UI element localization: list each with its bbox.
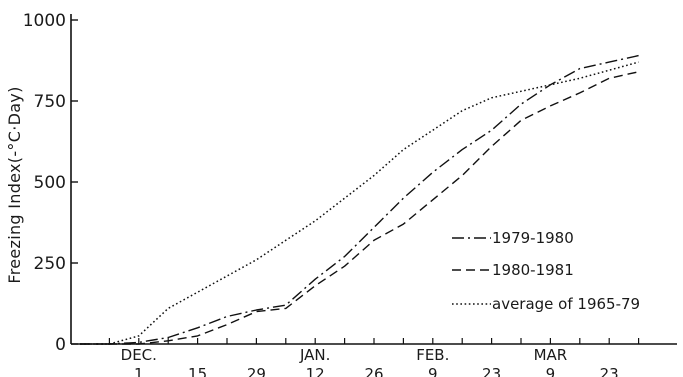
x-day-label: 23: [600, 365, 619, 377]
y-tick-label: 1000: [23, 11, 66, 31]
legend-label-1: 1979-1980: [492, 229, 574, 247]
series-line-2: [80, 71, 639, 345]
x-day-label: 23: [482, 365, 501, 377]
x-day-label: 9: [428, 365, 438, 377]
legend-label-3: average of 1965-79: [492, 295, 640, 313]
series-layer: [80, 54, 639, 345]
x-day-label: 9: [546, 365, 556, 377]
x-day-label: 26: [364, 365, 383, 377]
x-month-label: MAR: [534, 346, 568, 364]
y-axis-title: Freezing Index(-°C·Day): [5, 86, 24, 283]
y-tick-label: 250: [34, 254, 66, 274]
y-tick-label: 0: [55, 335, 66, 355]
x-month-label: JAN.: [299, 346, 330, 364]
legend-label-2: 1980-1981: [492, 261, 574, 279]
legend: 1979-1980 1980-1981 average of 1965-79: [452, 229, 640, 313]
series-line-1: [80, 54, 639, 345]
axes: 0 250 500 750 1000 DEC. JAN. FEB. MAR 1 15 29 12 26 9 2…: [23, 11, 677, 377]
series-line-3: [80, 61, 639, 345]
x-day-label: 1: [134, 365, 144, 377]
x-day-label: 29: [247, 365, 266, 377]
x-day-label: 15: [188, 365, 207, 377]
x-month-label: DEC.: [121, 346, 157, 364]
y-tick-label: 500: [34, 173, 66, 193]
x-day-label: 12: [306, 365, 325, 377]
x-month-label: FEB.: [416, 346, 449, 364]
y-tick-label: 750: [34, 92, 66, 112]
